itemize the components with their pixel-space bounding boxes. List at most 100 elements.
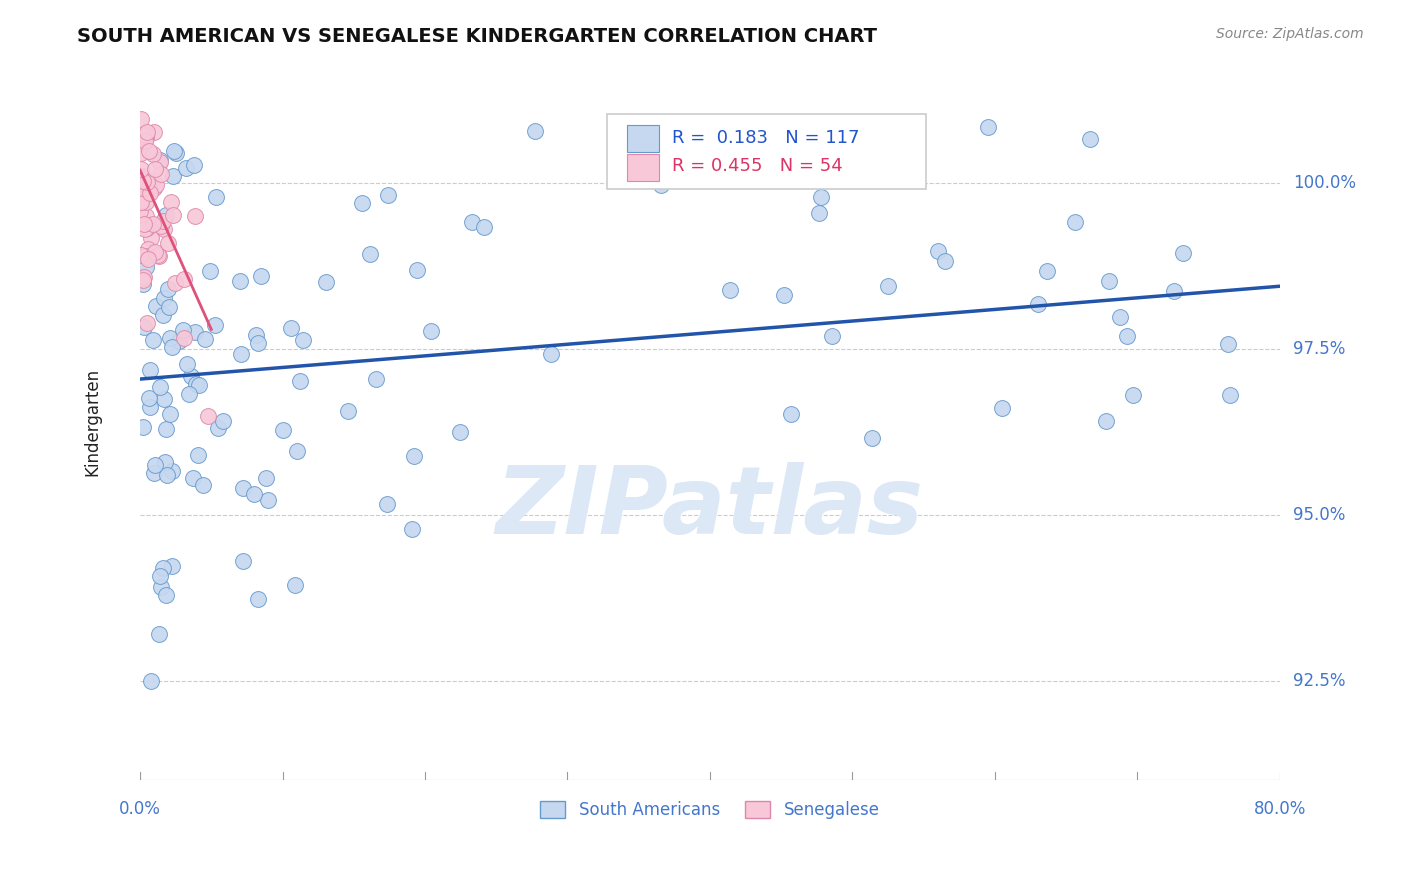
Point	[150, 167, 173, 181]
Point	[148, 569, 170, 583]
Point	[401, 522, 423, 536]
Point	[181, 471, 204, 485]
Point	[136, 221, 159, 235]
Point	[152, 308, 174, 322]
Point	[134, 222, 156, 236]
Point	[377, 188, 399, 202]
Point	[142, 124, 165, 138]
Point	[198, 264, 221, 278]
Point	[650, 178, 672, 192]
Point	[184, 376, 207, 391]
Point	[807, 205, 830, 219]
Point	[173, 331, 195, 345]
Point	[135, 128, 157, 142]
Bar	[627, 153, 658, 181]
Text: R =  0.183   N = 117: R = 0.183 N = 117	[672, 128, 860, 147]
Point	[174, 161, 197, 175]
Point	[141, 673, 163, 688]
Point	[977, 120, 1000, 134]
Point	[159, 331, 181, 345]
Point	[257, 493, 280, 508]
Point	[194, 332, 217, 346]
Point	[157, 301, 180, 315]
Point	[135, 125, 157, 139]
Point	[934, 254, 956, 268]
Point	[139, 230, 162, 244]
Point	[927, 244, 949, 259]
Point	[159, 407, 181, 421]
Point	[191, 478, 214, 492]
Point	[139, 186, 162, 201]
Legend: South Americans, Senegalese: South Americans, Senegalese	[534, 794, 886, 826]
Point	[337, 404, 360, 418]
FancyBboxPatch shape	[607, 114, 927, 189]
Text: 92.5%: 92.5%	[1294, 672, 1346, 690]
Point	[156, 282, 179, 296]
Point	[204, 318, 226, 333]
Point	[129, 146, 152, 161]
Point	[129, 112, 152, 127]
Point	[129, 170, 152, 185]
Point	[153, 291, 176, 305]
Text: Source: ZipAtlas.com: Source: ZipAtlas.com	[1216, 27, 1364, 41]
Point	[718, 283, 741, 297]
Point	[1173, 246, 1195, 260]
Point	[1026, 297, 1049, 311]
Point	[523, 124, 546, 138]
Point	[160, 464, 183, 478]
Point	[135, 316, 157, 330]
Point	[149, 219, 172, 233]
Point	[134, 249, 156, 263]
Point	[138, 391, 160, 405]
Text: ZIPatlas: ZIPatlas	[496, 462, 924, 554]
Point	[134, 270, 156, 285]
Point	[135, 175, 157, 189]
Point	[284, 578, 307, 592]
Point	[285, 443, 308, 458]
Point	[163, 276, 186, 290]
Point	[183, 158, 205, 172]
Point	[292, 333, 315, 347]
Text: SOUTH AMERICAN VS SENEGALESE KINDERGARTEN CORRELATION CHART: SOUTH AMERICAN VS SENEGALESE KINDERGARTE…	[77, 27, 877, 45]
Point	[157, 236, 180, 251]
Text: R = 0.455   N = 54: R = 0.455 N = 54	[672, 158, 844, 176]
Point	[810, 190, 832, 204]
Point	[180, 368, 202, 383]
Point	[212, 414, 235, 428]
Point	[1064, 215, 1087, 229]
Point	[155, 422, 177, 436]
Point	[1216, 336, 1239, 351]
Text: 80.0%: 80.0%	[1254, 800, 1306, 818]
Point	[129, 248, 152, 262]
Point	[773, 288, 796, 302]
Point	[134, 135, 156, 149]
Point	[148, 248, 170, 262]
Point	[152, 561, 174, 575]
Point	[139, 400, 162, 414]
Point	[134, 320, 156, 334]
Point	[142, 217, 165, 231]
Point	[197, 409, 219, 423]
Point	[540, 347, 562, 361]
Point	[1163, 284, 1185, 298]
Point	[1098, 274, 1121, 288]
Point	[184, 209, 207, 223]
Point	[129, 161, 152, 176]
Point	[132, 270, 155, 285]
Point	[169, 334, 191, 348]
Point	[163, 145, 186, 159]
Point	[142, 181, 165, 195]
Point	[131, 181, 153, 195]
Point	[138, 242, 160, 256]
Point	[148, 154, 170, 169]
Point	[135, 131, 157, 145]
Point	[246, 335, 269, 350]
Point	[1036, 264, 1059, 278]
Point	[315, 275, 337, 289]
Point	[149, 379, 172, 393]
Point	[375, 497, 398, 511]
Point	[232, 554, 254, 568]
Point	[145, 300, 167, 314]
Point	[229, 274, 252, 288]
Point	[142, 333, 165, 347]
